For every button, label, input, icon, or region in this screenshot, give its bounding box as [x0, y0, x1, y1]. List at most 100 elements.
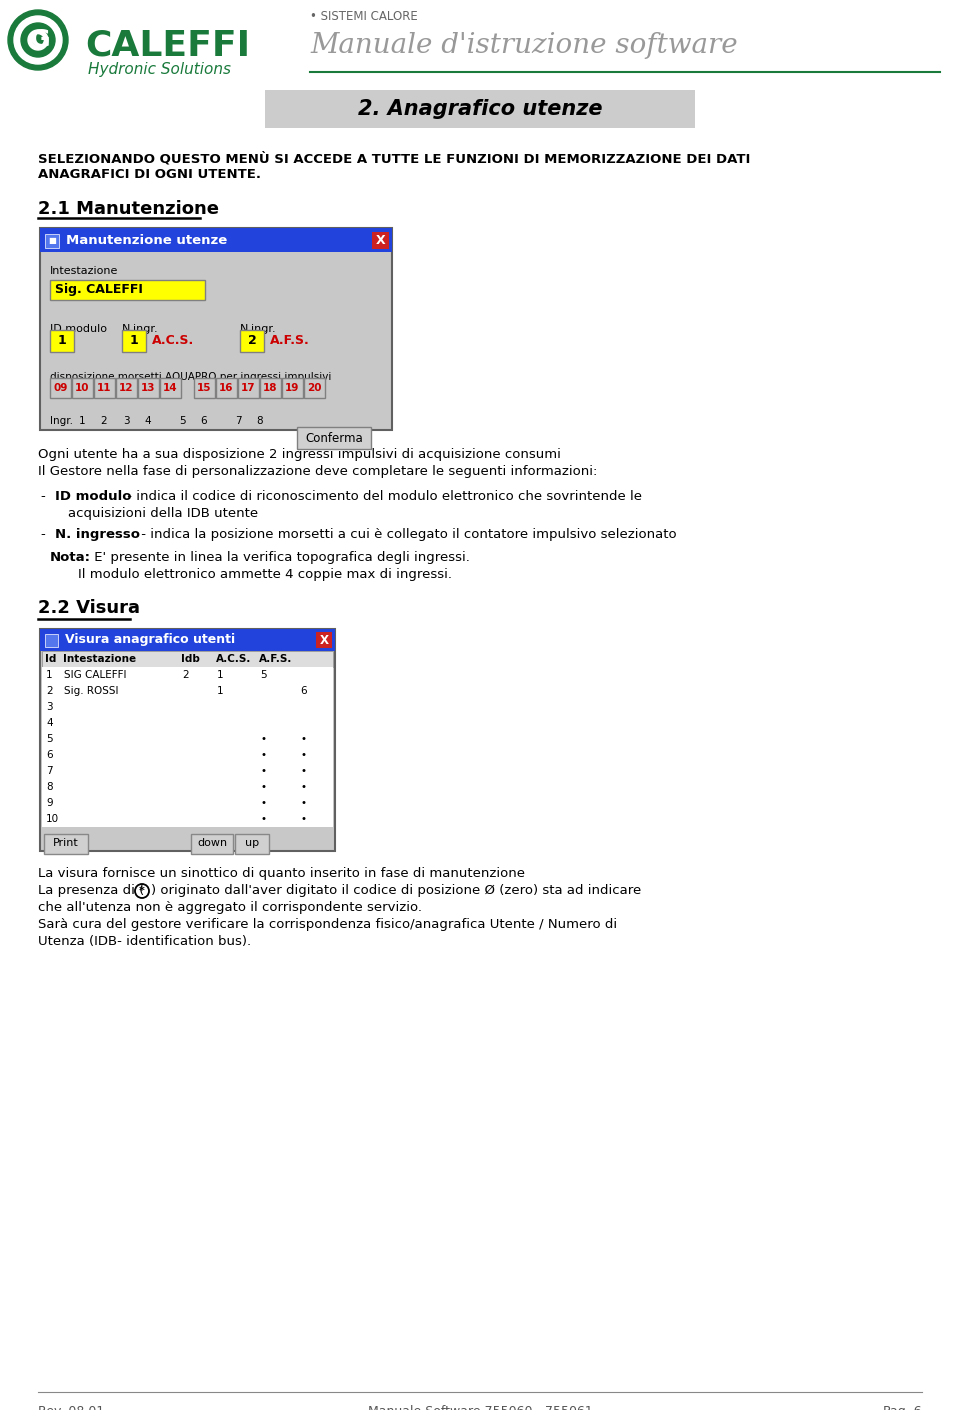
Text: •: • [300, 766, 306, 776]
FancyBboxPatch shape [238, 378, 259, 398]
FancyBboxPatch shape [40, 228, 392, 252]
Text: A.F.S.: A.F.S. [259, 654, 293, 664]
Text: -: - [40, 491, 45, 503]
Text: Hydronic Solutions: Hydronic Solutions [88, 62, 231, 78]
FancyBboxPatch shape [72, 378, 93, 398]
FancyBboxPatch shape [42, 699, 333, 715]
Circle shape [21, 23, 55, 56]
Text: 2.2 Visura: 2.2 Visura [38, 599, 140, 618]
Text: 09: 09 [54, 384, 68, 393]
Text: 3: 3 [46, 702, 53, 712]
Text: Ogni utente ha a sua disposizione 2 ingressi impulsivi di acquisizione consumi: Ogni utente ha a sua disposizione 2 ingr… [38, 448, 561, 461]
Text: 16: 16 [219, 384, 233, 393]
Text: 8: 8 [256, 416, 263, 426]
Circle shape [33, 35, 43, 45]
FancyBboxPatch shape [45, 634, 58, 647]
Text: Intestazione: Intestazione [50, 266, 118, 276]
FancyBboxPatch shape [191, 833, 233, 854]
Text: 14: 14 [163, 384, 178, 393]
FancyBboxPatch shape [44, 833, 88, 854]
Text: disposizione morsetti AQUAPRO per ingressi impulsivi: disposizione morsetti AQUAPRO per ingres… [50, 372, 331, 382]
Text: Sarà cura del gestore verificare la corrispondenza fisico/anagrafica Utente / Nu: Sarà cura del gestore verificare la corr… [38, 918, 617, 931]
Text: Nota:: Nota: [50, 551, 91, 564]
FancyBboxPatch shape [42, 730, 333, 747]
Text: • SISTEMI CALORE: • SISTEMI CALORE [310, 10, 418, 23]
Text: Manuale d'istruzione software: Manuale d'istruzione software [310, 32, 737, 59]
Circle shape [8, 10, 68, 70]
Text: 4: 4 [46, 718, 53, 728]
Text: 10: 10 [75, 384, 89, 393]
FancyBboxPatch shape [45, 234, 59, 248]
Text: Intestazione: Intestazione [63, 654, 136, 664]
Text: 10: 10 [46, 814, 60, 823]
Text: 17: 17 [241, 384, 255, 393]
Text: Ingr.: Ingr. [50, 416, 73, 426]
FancyBboxPatch shape [42, 715, 333, 730]
Text: 2.1 Manutenzione: 2.1 Manutenzione [38, 200, 219, 219]
Text: Sig. CALEFFI: Sig. CALEFFI [55, 283, 143, 296]
Text: Idb: Idb [181, 654, 200, 664]
FancyBboxPatch shape [297, 427, 371, 448]
Text: acquisizioni della IDB utente: acquisizioni della IDB utente [68, 508, 258, 520]
FancyBboxPatch shape [50, 281, 205, 300]
Text: A.F.S.: A.F.S. [270, 334, 310, 347]
Text: 2: 2 [46, 687, 53, 697]
Text: •: • [260, 735, 266, 744]
Text: 11: 11 [97, 384, 111, 393]
Text: Visura anagrafico utenti: Visura anagrafico utenti [65, 633, 235, 647]
Text: 5: 5 [46, 735, 53, 744]
FancyBboxPatch shape [316, 632, 332, 649]
Text: che all'utenza non è aggregato il corrispondente servizio.: che all'utenza non è aggregato il corris… [38, 901, 422, 914]
Text: 1: 1 [217, 687, 224, 697]
Text: 12: 12 [119, 384, 133, 393]
Text: 5: 5 [260, 670, 267, 680]
Text: 1: 1 [217, 670, 224, 680]
Text: A.C.S.: A.C.S. [152, 334, 194, 347]
Text: 6: 6 [201, 416, 207, 426]
FancyBboxPatch shape [122, 330, 146, 352]
FancyBboxPatch shape [260, 378, 281, 398]
Text: ANAGRAFICI DI OGNI UTENTE.: ANAGRAFICI DI OGNI UTENTE. [38, 168, 261, 180]
Text: -: - [40, 527, 45, 541]
FancyBboxPatch shape [50, 330, 74, 352]
Text: Il modulo elettronico ammette 4 coppie max di ingressi.: Il modulo elettronico ammette 4 coppie m… [78, 568, 452, 581]
FancyBboxPatch shape [304, 378, 325, 398]
FancyBboxPatch shape [40, 629, 335, 852]
Text: 19: 19 [285, 384, 300, 393]
FancyBboxPatch shape [116, 378, 137, 398]
Text: X: X [375, 234, 385, 247]
Text: Manutenzione utenze: Manutenzione utenze [66, 234, 228, 247]
Text: •: • [260, 798, 266, 808]
Text: ) originato dall'aver digitato il codice di posizione Ø (zero) sta ad indicare: ) originato dall'aver digitato il codice… [151, 884, 641, 897]
Text: E' presente in linea la verifica topografica degli ingressi.: E' presente in linea la verifica topogra… [90, 551, 469, 564]
Text: 1: 1 [130, 334, 138, 347]
Text: Sig. ROSSI: Sig. ROSSI [64, 687, 118, 697]
Text: SELEZIONANDO QUESTO MENÙ SI ACCEDE A TUTTE LE FUNZIONI DI MEMORIZZAZIONE DEI DAT: SELEZIONANDO QUESTO MENÙ SI ACCEDE A TUT… [38, 152, 751, 165]
Text: 7: 7 [46, 766, 53, 776]
Text: 2: 2 [101, 416, 108, 426]
Text: 8: 8 [46, 783, 53, 792]
Text: Rev. 08.01: Rev. 08.01 [38, 1404, 105, 1410]
Text: 6: 6 [300, 687, 306, 697]
Text: down: down [197, 838, 228, 847]
Text: 2: 2 [248, 334, 256, 347]
Text: •: • [300, 814, 306, 823]
Text: 2: 2 [182, 670, 188, 680]
Text: 13: 13 [141, 384, 156, 393]
FancyBboxPatch shape [50, 378, 71, 398]
Text: ■: ■ [48, 235, 56, 244]
Text: •: • [260, 783, 266, 792]
Text: •: • [300, 798, 306, 808]
Text: Print: Print [53, 838, 79, 847]
Text: •: • [300, 750, 306, 760]
Text: *: * [139, 885, 145, 895]
Text: •: • [300, 783, 306, 792]
Text: 7: 7 [234, 416, 241, 426]
FancyBboxPatch shape [42, 763, 333, 778]
Text: 4: 4 [145, 416, 152, 426]
FancyBboxPatch shape [42, 747, 333, 763]
Text: 18: 18 [263, 384, 277, 393]
Text: •: • [260, 766, 266, 776]
Text: 1: 1 [46, 670, 53, 680]
Text: 9: 9 [46, 798, 53, 808]
